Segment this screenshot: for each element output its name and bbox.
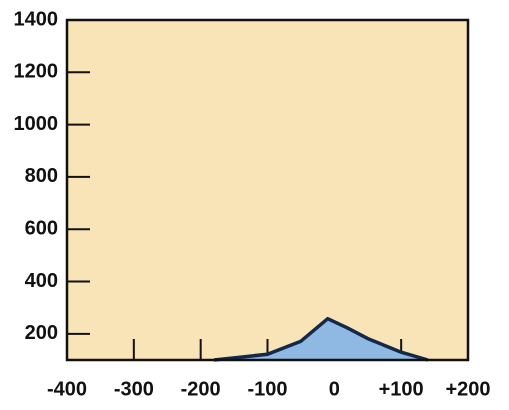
area-fill — [214, 318, 428, 360]
x-tick-label: -200 — [181, 378, 221, 400]
x-tick-label: +200 — [445, 378, 490, 400]
plot-area — [67, 20, 468, 360]
y-tick-label: 1400 — [14, 8, 59, 30]
x-tick-label: -400 — [47, 378, 87, 400]
x-tick-label: -100 — [247, 378, 287, 400]
x-tick-label: +100 — [379, 378, 424, 400]
y-tick-label: 600 — [25, 218, 58, 240]
plot-frame — [65, 18, 470, 362]
y-tick-label: 1200 — [14, 61, 59, 83]
area-line — [213, 316, 429, 362]
y-tick-label: 400 — [25, 270, 58, 292]
y-tick-label: 1000 — [14, 113, 59, 135]
x-tick-label: 0 — [329, 378, 340, 400]
y-tick-label: 200 — [25, 322, 58, 344]
x-tick-label: -300 — [114, 378, 154, 400]
y-tick-label: 800 — [25, 165, 58, 187]
